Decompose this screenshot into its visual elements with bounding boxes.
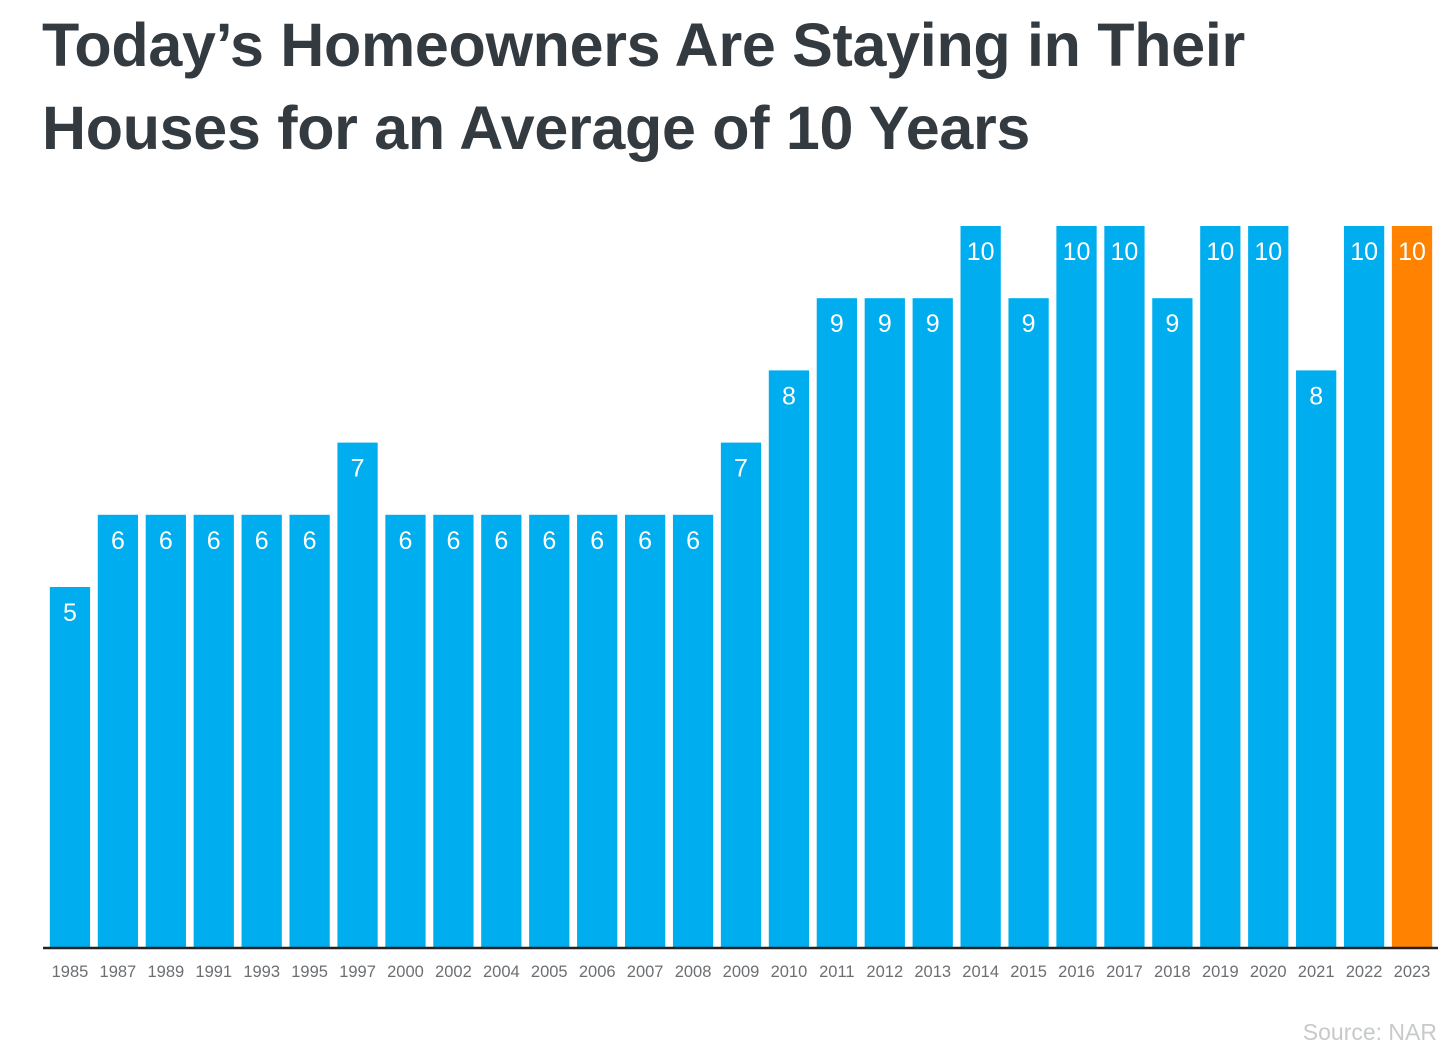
x-tick-2008: 2008 <box>675 963 712 981</box>
x-tick-1991: 1991 <box>195 963 232 981</box>
data-label-2014: 10 <box>967 238 995 266</box>
x-tick-2023: 2023 <box>1394 963 1431 981</box>
x-tick-1995: 1995 <box>291 963 328 981</box>
bar-2005 <box>529 514 570 948</box>
x-tick-2011: 2011 <box>819 963 854 981</box>
x-tick-1985: 1985 <box>52 963 89 981</box>
x-tick-2012: 2012 <box>866 963 903 981</box>
x-tick-labels: 1985 1987 1989 1991 1993 1995 1997 2000 2002 2004… <box>52 963 1431 981</box>
data-label-2015: 9 <box>1022 310 1036 338</box>
data-labels-layer: 5 6 6 6 6 6 7 6 6 6 6 6 6 6 7 8 9 9 9 10 9 10 10 9 10 10 8 10 10 <box>63 238 1426 627</box>
bar-2020 <box>1248 226 1289 948</box>
bar-2000 <box>385 514 426 948</box>
bar-1991 <box>193 514 234 948</box>
x-tick-2022: 2022 <box>1346 963 1383 981</box>
bar-2012 <box>864 298 905 948</box>
bar-2009 <box>720 442 762 948</box>
data-label-1997: 7 <box>351 455 365 483</box>
data-label-1985: 5 <box>63 599 77 627</box>
x-tick-2007: 2007 <box>627 963 664 981</box>
bar-2006 <box>577 514 618 948</box>
bar-2017 <box>1104 226 1145 948</box>
x-tick-2004: 2004 <box>483 963 520 981</box>
x-tick-2009: 2009 <box>723 963 760 981</box>
data-label-1987: 6 <box>111 527 125 555</box>
bar-2004 <box>481 514 522 948</box>
x-tick-2019: 2019 <box>1202 963 1239 981</box>
bar-chart: 5 6 6 6 6 6 7 6 6 6 6 6 6 6 7 8 9 9 9 10 9 10 10 9 10 10 8 10 10 198… <box>43 226 1438 981</box>
bar-1997 <box>337 442 378 948</box>
data-label-2023: 10 <box>1398 238 1426 266</box>
bar-2013 <box>912 298 953 948</box>
bar-2018 <box>1152 298 1193 948</box>
bar-1987 <box>97 514 139 948</box>
x-tick-1997: 1997 <box>339 963 376 981</box>
data-label-2020: 10 <box>1254 238 1282 266</box>
x-tick-2017: 2017 <box>1106 963 1143 981</box>
x-tick-2015: 2015 <box>1010 963 1047 981</box>
x-tick-2021: 2021 <box>1298 963 1335 981</box>
x-tick-2020: 2020 <box>1250 963 1287 981</box>
bar-2008 <box>672 514 714 948</box>
data-label-1995: 6 <box>303 527 317 555</box>
bar-2007 <box>625 514 666 948</box>
data-label-2021: 8 <box>1309 382 1323 410</box>
x-tick-2018: 2018 <box>1154 963 1191 981</box>
data-label-2000: 6 <box>399 527 413 555</box>
source-note: Source: NAR <box>1302 1019 1437 1045</box>
bar-2022 <box>1343 226 1385 948</box>
x-tick-2005: 2005 <box>531 963 568 981</box>
bar-2015 <box>1008 298 1049 948</box>
data-label-1989: 6 <box>159 527 173 555</box>
x-tick-1987: 1987 <box>100 963 137 981</box>
x-tick-2000: 2000 <box>387 963 424 981</box>
data-label-2018: 9 <box>1165 310 1179 338</box>
x-tick-1989: 1989 <box>147 963 184 981</box>
data-label-1991: 6 <box>207 527 221 555</box>
bar-1995 <box>289 514 330 948</box>
x-tick-2002: 2002 <box>435 963 472 981</box>
data-label-2019: 10 <box>1206 238 1234 266</box>
data-label-2002: 6 <box>446 527 460 555</box>
x-tick-2006: 2006 <box>579 963 616 981</box>
bar-2016 <box>1056 226 1097 948</box>
data-label-2007: 6 <box>638 527 652 555</box>
bar-1985 <box>49 587 91 948</box>
data-label-2022: 10 <box>1350 238 1378 266</box>
x-tick-2014: 2014 <box>962 963 999 981</box>
bar-1993 <box>241 514 282 948</box>
bar-2010 <box>768 370 810 948</box>
data-label-2009: 7 <box>734 455 748 483</box>
x-tick-2013: 2013 <box>914 963 951 981</box>
data-label-2005: 6 <box>542 527 556 555</box>
data-label-2013: 9 <box>926 310 940 338</box>
data-label-2016: 10 <box>1063 238 1091 266</box>
data-label-2012: 9 <box>878 310 892 338</box>
data-label-1993: 6 <box>255 527 269 555</box>
data-label-2004: 6 <box>494 527 508 555</box>
data-label-2008: 6 <box>686 527 700 555</box>
data-label-2010: 8 <box>782 382 796 410</box>
bar-2014 <box>960 226 1001 948</box>
data-label-2017: 10 <box>1111 238 1139 266</box>
bars-layer <box>49 226 1433 948</box>
data-label-2006: 6 <box>590 527 604 555</box>
chart-title: Today’s Homeowners Are Staying in Their … <box>42 11 1245 162</box>
x-tick-1993: 1993 <box>243 963 280 981</box>
x-tick-2016: 2016 <box>1058 963 1095 981</box>
bar-2002 <box>433 514 474 948</box>
bar-2023 <box>1391 226 1433 948</box>
bar-2011 <box>816 298 857 948</box>
bar-2021 <box>1296 370 1337 948</box>
data-label-2011: 9 <box>830 310 844 338</box>
bar-1989 <box>145 514 186 948</box>
bar-2019 <box>1200 226 1241 948</box>
x-tick-2010: 2010 <box>771 963 808 981</box>
